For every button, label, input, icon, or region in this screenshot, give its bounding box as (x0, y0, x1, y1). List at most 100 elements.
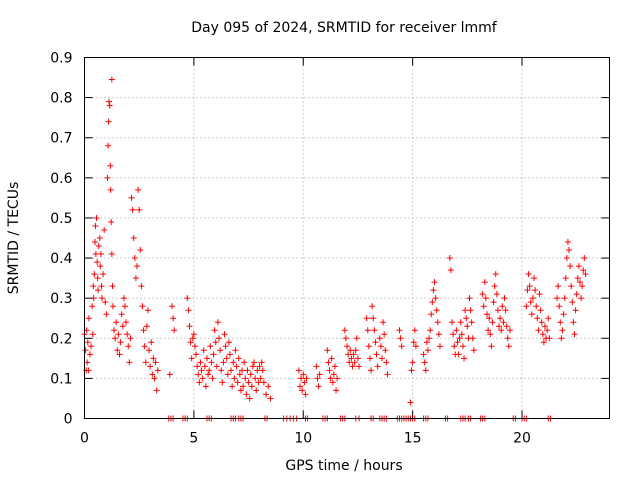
data-point (243, 391, 250, 398)
data-point (138, 283, 145, 290)
data-point (432, 295, 439, 302)
data-point (260, 379, 267, 386)
data-point (124, 331, 131, 338)
grid-lines (84, 57, 610, 419)
data-point (421, 359, 428, 366)
data-point (234, 379, 241, 386)
data-point (506, 327, 513, 334)
y-tick-label: 0.6 (50, 171, 72, 187)
data-point (113, 319, 120, 326)
data-point (447, 267, 454, 274)
data-point (490, 299, 497, 306)
data-point (524, 287, 531, 294)
data-point (123, 319, 130, 326)
data-point (298, 375, 305, 382)
data-point (171, 327, 178, 334)
data-point (570, 319, 577, 326)
data-point (467, 307, 474, 314)
data-point (224, 371, 231, 378)
data-point (427, 327, 434, 334)
data-point (130, 235, 137, 241)
data-point (481, 279, 488, 286)
data-point (197, 359, 204, 366)
data-point (535, 327, 542, 334)
data-point (463, 315, 470, 322)
data-point (95, 287, 102, 294)
data-point (247, 371, 254, 378)
data-point (371, 327, 378, 334)
data-point (527, 299, 534, 306)
data-point (567, 263, 574, 270)
data-point (98, 283, 105, 290)
data-point (146, 347, 153, 354)
data-point (120, 295, 127, 302)
data-point (104, 174, 111, 181)
data-point (364, 327, 371, 334)
data-point (407, 399, 414, 406)
data-point (136, 206, 143, 213)
data-point (457, 319, 464, 326)
data-point (381, 331, 388, 338)
data-point (450, 331, 457, 338)
data-point (454, 339, 461, 346)
data-point (108, 218, 115, 225)
data-point (242, 375, 249, 382)
data-point (369, 303, 376, 310)
data-point (245, 379, 252, 386)
data-point (184, 295, 191, 302)
data-point (166, 371, 173, 378)
data-point (86, 351, 93, 358)
data-point (498, 327, 505, 334)
data-point (214, 319, 221, 326)
y-tick-label: 0.5 (50, 211, 72, 227)
data-point (411, 327, 418, 334)
data-point (222, 343, 229, 350)
data-point (333, 387, 340, 394)
data-point (225, 339, 232, 346)
data-point (556, 303, 563, 310)
data-point (422, 367, 429, 374)
data-marks (81, 76, 589, 422)
data-point (428, 311, 435, 318)
data-point (251, 359, 258, 366)
data-point (119, 323, 126, 330)
data-point (431, 279, 438, 286)
data-point (150, 355, 157, 362)
data-point (436, 343, 443, 350)
data-point (93, 214, 100, 221)
data-point (376, 335, 383, 342)
data-point (397, 335, 404, 342)
y-tick-label: 0.1 (50, 371, 72, 387)
data-point (564, 239, 571, 246)
data-point (169, 303, 175, 310)
y-tick-label: 0.9 (50, 51, 72, 67)
data-point (501, 295, 508, 302)
data-point (187, 339, 194, 346)
data-point (263, 391, 270, 398)
data-point (148, 339, 155, 346)
data-point (466, 295, 473, 302)
data-point (568, 283, 575, 290)
data-point (194, 363, 201, 370)
x-tick-label: 20 (513, 431, 531, 447)
data-point (228, 367, 235, 374)
data-point (485, 327, 492, 334)
data-point (107, 186, 114, 193)
data-point (502, 307, 509, 314)
data-point (193, 351, 200, 358)
data-point (536, 291, 543, 298)
data-point (534, 315, 541, 322)
data-point (315, 383, 322, 390)
data-point (458, 331, 465, 338)
data-point (200, 347, 207, 354)
data-point (226, 351, 233, 358)
data-point (230, 359, 237, 366)
data-point (453, 327, 460, 334)
data-point (94, 259, 101, 266)
data-point (484, 311, 490, 318)
data-point (100, 271, 107, 278)
y-tick-label: 0.8 (50, 91, 72, 107)
data-point (191, 343, 198, 350)
data-point (117, 339, 124, 346)
data-point (365, 343, 372, 350)
